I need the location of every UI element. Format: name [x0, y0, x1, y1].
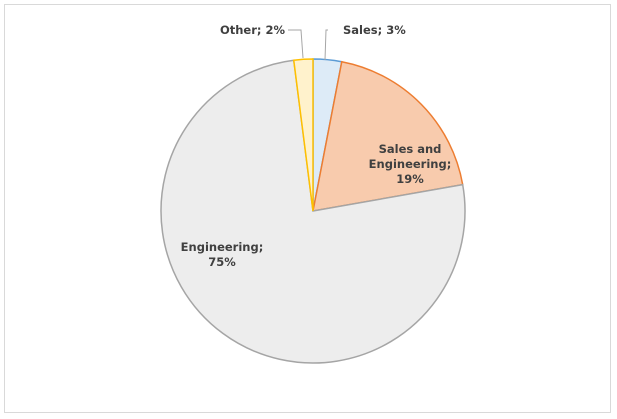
pie-slice: [160, 59, 466, 364]
chart-frame: [4, 4, 611, 413]
data-label: Engineering; 75%: [180, 240, 264, 269]
data-label: Sales and Engineering; 19%: [368, 142, 452, 186]
pie-slice: [312, 60, 464, 212]
data-label: Sales; 3%: [343, 23, 406, 37]
leader-line: [324, 29, 328, 61]
pie-slice: [292, 58, 314, 212]
leader-line: [288, 29, 304, 59]
data-label: Other; 2%: [219, 23, 285, 37]
